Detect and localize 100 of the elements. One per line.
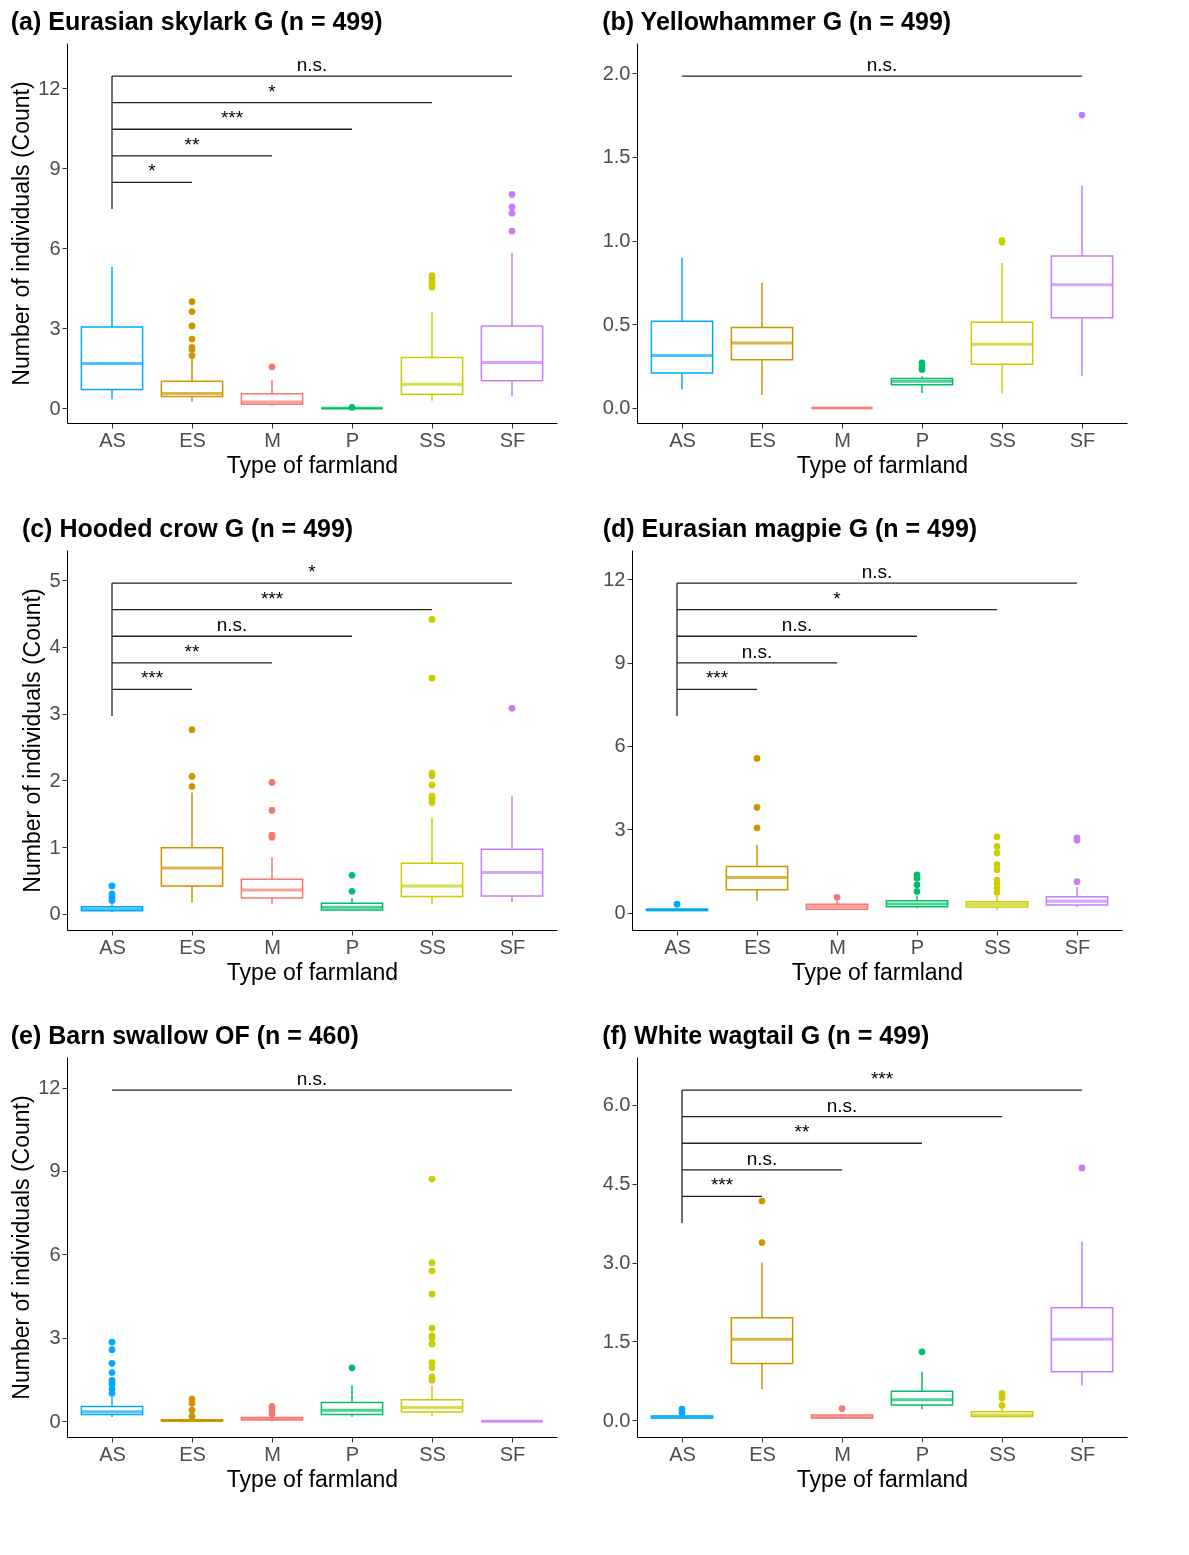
- y-tick-label: 0.5: [602, 312, 631, 335]
- y-tick-label: 12: [38, 1076, 61, 1099]
- annotation: *: [308, 561, 317, 583]
- x-tick-label: ES: [749, 1442, 776, 1465]
- chart-title: (b) Yellowhammer G (n = 499): [602, 7, 952, 35]
- x-axis-title: Type of farmland: [791, 958, 964, 985]
- x-tick-label: SS: [419, 935, 446, 958]
- y-tick-label: 5: [49, 568, 61, 591]
- annotation: n.s.: [746, 1147, 778, 1169]
- y-tick-label: 6.0: [602, 1093, 631, 1116]
- x-tick-label: AS: [664, 935, 691, 958]
- y-tick-label: 4.5: [602, 1172, 631, 1195]
- annotation: *: [148, 160, 157, 182]
- y-tick-label: 0.0: [602, 1408, 631, 1431]
- x-axis-title: Type of farmland: [226, 451, 399, 478]
- x-tick-label: SS: [419, 1442, 446, 1465]
- annotation: **: [184, 640, 200, 662]
- y-tick-label: 0: [49, 396, 61, 419]
- x-tick-label: AS: [669, 428, 696, 451]
- x-tick-label: SF: [1064, 935, 1091, 958]
- y-tick-label: 6: [614, 734, 626, 757]
- annotation: n.s.: [861, 561, 893, 583]
- y-tick-label: 9: [614, 651, 626, 674]
- x-tick-label: ES: [744, 935, 771, 958]
- annotation: *: [268, 80, 277, 102]
- annotation: ***: [220, 107, 244, 129]
- x-axis-title: Type of farmland: [226, 1465, 399, 1492]
- y-tick-label: 0: [49, 902, 61, 925]
- y-axis-title: Number of individuals (Count): [19, 588, 46, 893]
- x-tick-label: ES: [179, 428, 206, 451]
- x-tick-label: AS: [99, 428, 126, 451]
- y-tick-label: 1.5: [602, 145, 631, 168]
- x-axis-title: Type of farmland: [226, 958, 399, 985]
- y-tick-label: 0: [614, 901, 626, 924]
- x-tick-label: P: [915, 1442, 930, 1465]
- y-tick-label: 2: [49, 768, 61, 791]
- x-tick-label: SF: [499, 935, 526, 958]
- y-tick-label: 4: [49, 635, 61, 658]
- y-tick-label: 1: [49, 835, 61, 858]
- chart-title: (c) Hooded crow G (n = 499): [21, 514, 354, 542]
- y-tick-label: 3: [49, 1326, 61, 1349]
- x-tick-label: M: [834, 1442, 851, 1465]
- chart-title: (e) Barn swallow OF (n = 460): [10, 1021, 359, 1049]
- x-tick-label: SF: [499, 1442, 526, 1465]
- x-tick-label: ES: [179, 935, 206, 958]
- y-tick-label: 3: [49, 702, 61, 725]
- x-tick-label: ES: [179, 1442, 206, 1465]
- x-tick-label: SF: [499, 428, 526, 451]
- annotation: n.s.: [216, 614, 248, 636]
- annotation: n.s.: [296, 1068, 328, 1090]
- annotation: ***: [710, 1174, 734, 1196]
- y-tick-label: 1.0: [602, 229, 631, 252]
- y-tick-label: 3.0: [602, 1251, 631, 1273]
- x-axis-title: Type of farmland: [796, 1465, 969, 1492]
- y-tick-label: 3: [614, 817, 626, 840]
- y-tick-label: 6: [49, 1242, 61, 1265]
- annotation: ***: [260, 587, 284, 609]
- annotation: n.s.: [741, 640, 773, 662]
- x-tick-label: P: [915, 428, 930, 451]
- annotation: **: [184, 133, 200, 155]
- y-tick-label: 12: [38, 76, 61, 99]
- annotation: **: [794, 1121, 810, 1143]
- annotation: n.s.: [866, 54, 898, 76]
- x-tick-label: P: [345, 935, 360, 958]
- x-tick-label: SS: [419, 428, 446, 451]
- x-tick-label: AS: [99, 935, 126, 958]
- annotation: ***: [705, 667, 729, 689]
- annotation: *: [833, 587, 842, 609]
- annotation: ***: [870, 1068, 894, 1090]
- annotation: ***: [140, 667, 164, 689]
- x-tick-label: ES: [749, 428, 776, 451]
- x-tick-label: M: [834, 428, 851, 451]
- x-tick-label: AS: [669, 1442, 696, 1465]
- y-axis-title: Number of individuals (Count): [8, 81, 35, 386]
- chart-title: (d) Eurasian magpie G (n = 499): [602, 514, 978, 542]
- annotation: n.s.: [781, 614, 813, 636]
- x-tick-label: P: [910, 935, 925, 958]
- x-tick-label: P: [345, 428, 360, 451]
- annotation: n.s.: [296, 54, 328, 76]
- x-tick-label: SF: [1069, 1442, 1096, 1465]
- y-tick-label: 0: [49, 1409, 61, 1432]
- y-axis-title: Number of individuals (Count): [8, 1095, 35, 1400]
- y-tick-label: 9: [49, 156, 61, 179]
- y-tick-label: 6: [49, 236, 61, 259]
- y-tick-label: 9: [49, 1159, 61, 1182]
- x-tick-label: SS: [989, 1442, 1016, 1465]
- y-tick-label: 12: [603, 567, 626, 590]
- chart-title: (f) White wagtail G (n = 499): [602, 1021, 930, 1049]
- x-tick-label: SF: [1069, 428, 1096, 451]
- x-tick-label: M: [264, 935, 281, 958]
- x-axis-title: Type of farmland: [796, 451, 969, 478]
- x-tick-label: AS: [99, 1442, 126, 1465]
- y-tick-label: 3: [49, 316, 61, 339]
- chart-title: (a) Eurasian skylark G (n = 499): [10, 7, 383, 35]
- x-tick-label: SS: [984, 935, 1011, 958]
- x-tick-label: M: [264, 1442, 281, 1465]
- x-tick-label: SS: [989, 428, 1016, 451]
- x-tick-label: M: [264, 428, 281, 451]
- x-tick-label: P: [345, 1442, 360, 1465]
- x-tick-label: M: [829, 935, 846, 958]
